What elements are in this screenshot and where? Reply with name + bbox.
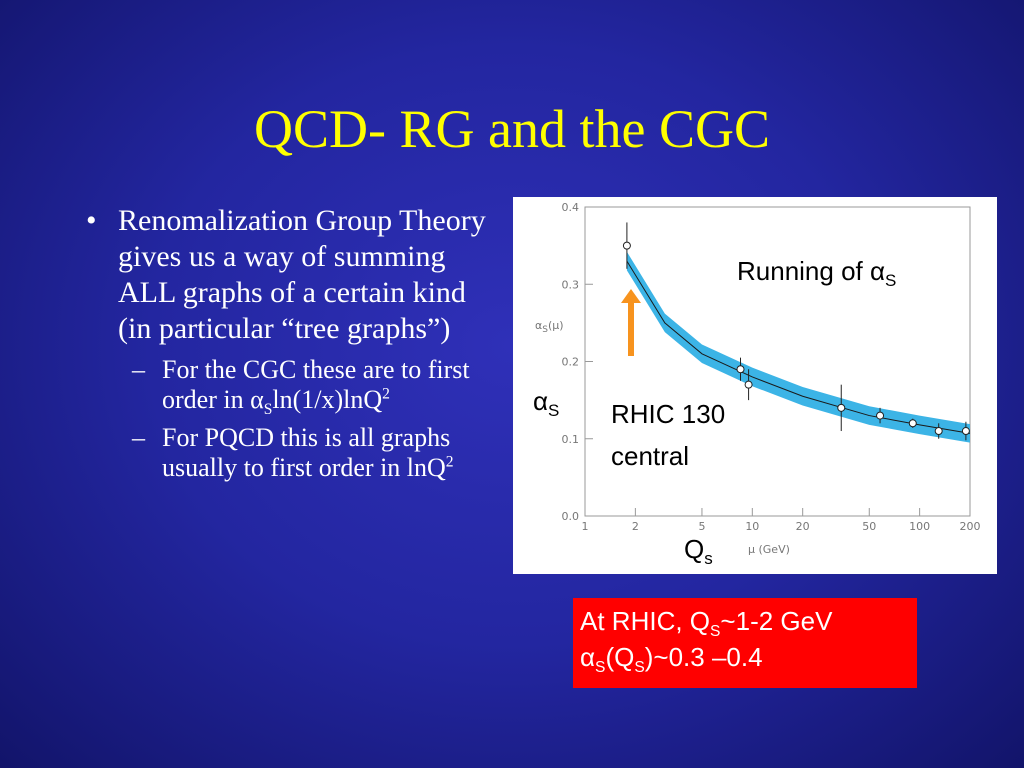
point <box>622 241 631 250</box>
x-tick-label: 20 <box>796 520 810 533</box>
text: For PQCD this is all graphs usually to f… <box>162 423 451 482</box>
point <box>908 419 917 428</box>
callout-line: At RHIC, QS~1-2 GeV <box>580 603 910 639</box>
annotation: Qs <box>684 534 713 568</box>
x-tick-label: 1 <box>582 520 589 533</box>
sub-bullet: For PQCD this is all graphs usually to f… <box>80 423 480 483</box>
point <box>736 365 745 374</box>
annotation: RHIC 130 <box>611 399 725 429</box>
bullet-list: Renomalization Group Theory gives us a w… <box>80 203 490 483</box>
superscript: 2 <box>382 385 390 403</box>
text: At RHIC, Q <box>580 606 711 636</box>
subscript: S <box>548 401 559 420</box>
chart: αS(μ) μ (GeV) Running of αS αS RHIC 130 … <box>513 197 997 574</box>
point <box>934 427 943 436</box>
text: α <box>535 319 542 332</box>
y-axis-label: αS(μ) <box>535 319 564 335</box>
sub-bullet: For the CGC these are to first order in … <box>80 355 480 419</box>
point <box>876 411 885 420</box>
x-tick-label: 5 <box>698 520 705 533</box>
y-tick-label: 0.1 <box>562 433 580 446</box>
point <box>961 427 970 436</box>
text: α <box>533 386 548 416</box>
y-tick-label: 0.2 <box>562 356 580 369</box>
text: α <box>580 642 596 672</box>
x-tick-label: 2 <box>632 520 639 533</box>
superscript: 2 <box>445 453 454 471</box>
band <box>626 251 970 443</box>
bullet: Renomalization Group Theory gives us a w… <box>80 203 490 347</box>
subscript: S <box>542 325 548 335</box>
text: For the CGC these are to first order in <box>162 355 470 414</box>
subscript: S <box>634 659 645 677</box>
x-tick-label: 200 <box>960 520 981 533</box>
text: Running of <box>737 256 870 286</box>
x-tick-label: 100 <box>909 520 930 533</box>
point <box>744 380 753 389</box>
x-tick-label: 10 <box>745 520 759 533</box>
text: α <box>250 385 264 414</box>
slide-title: QCD- RG and the CGC <box>254 99 770 159</box>
y-tick-label: 0.0 <box>562 510 580 523</box>
arrow-head <box>621 289 641 303</box>
text: α <box>870 256 885 286</box>
x-axis-label: μ (GeV) <box>748 543 790 556</box>
x-tick-label: 50 <box>862 520 876 533</box>
text: ln(1/x)lnQ <box>272 385 383 414</box>
callout-line: αS(QS)~0.3 –0.4 <box>580 639 910 675</box>
subscript: S <box>885 271 896 290</box>
annotation: Running of αS <box>737 256 896 290</box>
text: (μ) <box>548 319 564 332</box>
subscript: S <box>263 401 273 419</box>
text: ~1-2 GeV <box>720 606 833 636</box>
annotation: central <box>611 441 689 471</box>
point <box>837 403 846 412</box>
text: )~0.3 –0.4 <box>644 642 763 672</box>
subscript: S <box>710 623 721 641</box>
callout-box: At RHIC, QS~1-2 GeV αS(QS)~0.3 –0.4 <box>573 598 917 688</box>
subscript: s <box>704 549 713 568</box>
subscript: S <box>595 659 606 677</box>
annotation: αS <box>533 386 559 420</box>
text: Q <box>684 534 704 564</box>
text: (Q <box>605 642 635 672</box>
y-tick-label: 0.4 <box>562 201 580 214</box>
y-tick-label: 0.3 <box>562 278 580 291</box>
